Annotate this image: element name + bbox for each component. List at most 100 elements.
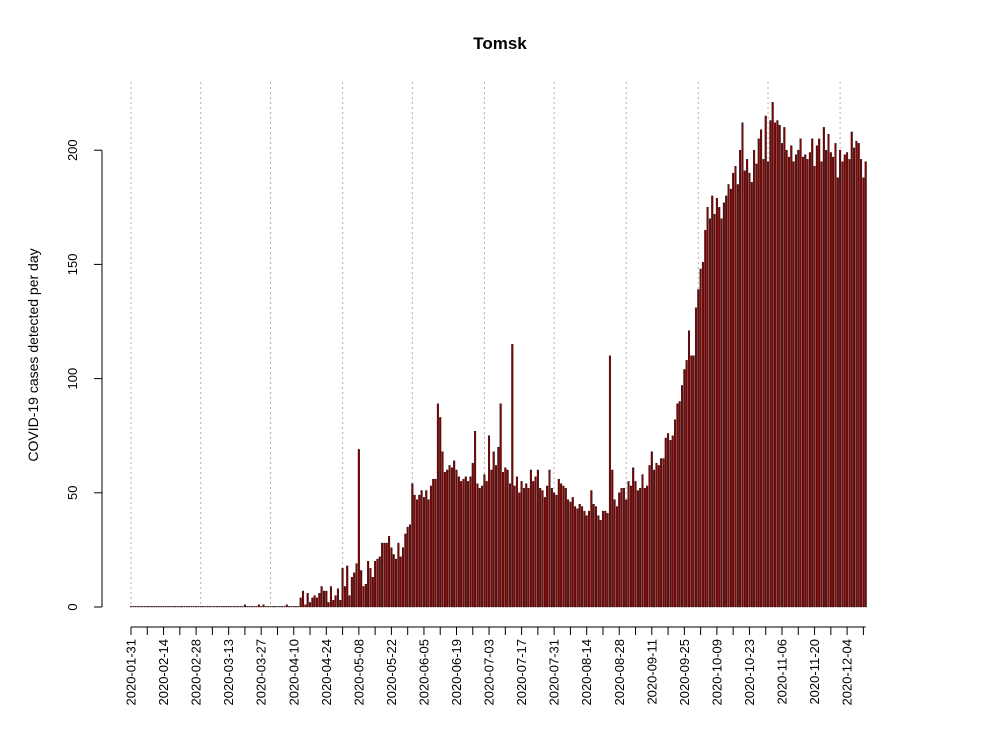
bar (606, 513, 609, 608)
bar (578, 504, 581, 608)
bar (202, 606, 205, 608)
bar (634, 481, 637, 608)
bar (497, 446, 500, 608)
x-tick-label: 2020-03-27 (254, 639, 269, 706)
bar (190, 606, 193, 608)
bar (855, 140, 858, 608)
bar (739, 150, 742, 608)
bar (495, 465, 498, 608)
bar (785, 150, 788, 608)
bar (432, 478, 435, 608)
bar (129, 606, 133, 608)
bar (704, 229, 707, 608)
bar (429, 485, 432, 608)
bar (178, 606, 181, 608)
bar (546, 485, 549, 608)
bar (288, 606, 291, 608)
bar (678, 401, 681, 608)
bar (790, 145, 793, 608)
bar (646, 485, 649, 608)
bar (539, 488, 542, 608)
bar (792, 161, 795, 608)
bar (841, 161, 844, 608)
bar (846, 152, 849, 608)
bar (341, 567, 344, 608)
bar (306, 593, 309, 608)
bar (571, 497, 574, 608)
bar (832, 156, 835, 608)
bar (408, 524, 412, 608)
bar (374, 561, 377, 608)
bar (197, 606, 200, 608)
bar (520, 481, 523, 608)
bar (534, 476, 537, 608)
bar (148, 606, 151, 608)
bar (222, 606, 226, 608)
bar (413, 494, 416, 608)
bar (743, 170, 746, 608)
bar (457, 476, 460, 608)
bar (618, 492, 621, 608)
bar (464, 476, 467, 608)
bar (834, 143, 837, 608)
bar (192, 606, 195, 608)
bar (629, 485, 632, 608)
bar (397, 542, 400, 608)
bar (171, 606, 174, 608)
bar (667, 433, 670, 608)
bar (378, 556, 381, 608)
bar (404, 533, 407, 608)
y-tick-label: 150 (65, 254, 80, 276)
bar (664, 437, 667, 608)
bar (536, 469, 539, 608)
bar (590, 490, 593, 608)
bar (150, 606, 153, 608)
bar (529, 469, 532, 608)
bar (567, 499, 570, 608)
bar (236, 606, 239, 608)
bar (694, 307, 697, 608)
bar (255, 606, 258, 608)
bar (662, 458, 665, 608)
bar (755, 163, 758, 608)
bar (420, 490, 423, 608)
bar (813, 166, 816, 608)
bar (576, 508, 579, 608)
bar (383, 542, 386, 608)
bar (181, 606, 184, 608)
bar (257, 604, 260, 608)
bar (229, 606, 232, 608)
bar (153, 606, 156, 608)
bar (669, 440, 672, 608)
bar (604, 510, 607, 608)
bar (780, 143, 784, 608)
bar (318, 593, 321, 608)
bar (199, 606, 202, 608)
bar (371, 577, 374, 608)
bar (508, 483, 511, 608)
x-tick-label: 2020-07-03 (482, 639, 497, 706)
bar (139, 606, 142, 608)
bar (211, 606, 214, 608)
bar (741, 122, 744, 608)
bar (309, 602, 312, 608)
bar (783, 127, 786, 608)
bar (518, 492, 521, 608)
bar (260, 606, 263, 608)
bar (732, 172, 735, 608)
bar (715, 197, 718, 608)
bar (543, 497, 546, 608)
bar (660, 458, 663, 608)
bar (643, 488, 646, 608)
bar (611, 469, 614, 608)
bars (129, 102, 867, 608)
bar (550, 488, 553, 608)
bar (746, 159, 749, 608)
bar (204, 606, 207, 608)
bar (297, 606, 300, 608)
bar (853, 147, 856, 608)
bar (443, 472, 446, 608)
bar (216, 606, 219, 608)
bar (146, 606, 149, 608)
bar (676, 403, 679, 608)
